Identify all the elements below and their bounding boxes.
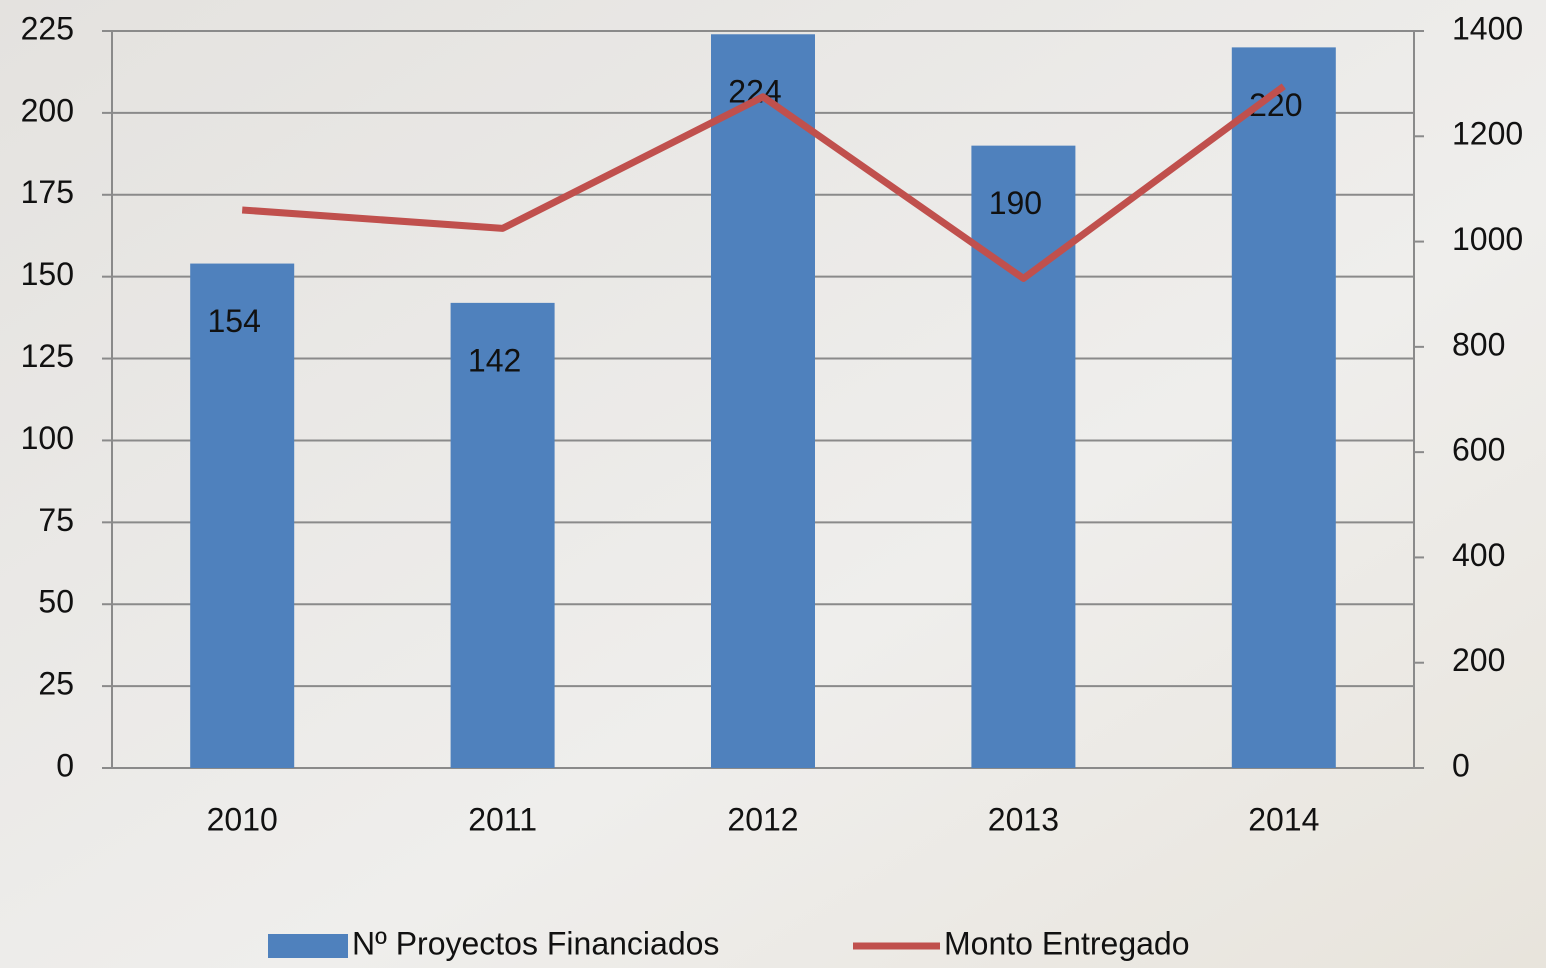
y2-tick-label: 0 bbox=[1452, 747, 1470, 783]
bar bbox=[190, 263, 295, 768]
y-tick-label: 0 bbox=[56, 747, 74, 783]
y-tick-label: 75 bbox=[38, 502, 74, 538]
data-label: 142 bbox=[468, 342, 521, 378]
y-tick-label: 200 bbox=[21, 92, 74, 128]
y-tick-label: 150 bbox=[21, 256, 74, 292]
bar bbox=[971, 145, 1076, 769]
legend-swatch bbox=[268, 934, 348, 958]
legend-label: Monto Entregado bbox=[944, 925, 1190, 961]
legend-label: Nº Proyectos Financiados bbox=[352, 925, 719, 961]
x-tick-label: 2013 bbox=[988, 801, 1059, 837]
y-tick-label: 50 bbox=[38, 584, 74, 620]
y2-tick-label: 1000 bbox=[1452, 221, 1523, 257]
x-tick-label: 2014 bbox=[1248, 801, 1319, 837]
y-tick-label: 100 bbox=[21, 420, 74, 456]
bar bbox=[1231, 47, 1336, 768]
y2-tick-label: 200 bbox=[1452, 642, 1505, 678]
y2-tick-label: 600 bbox=[1452, 432, 1505, 468]
line bbox=[241, 83, 1286, 282]
x-tick-label: 2010 bbox=[207, 801, 278, 837]
y-tick-label: 225 bbox=[21, 10, 74, 46]
y-tick-label: 125 bbox=[21, 338, 74, 374]
y2-tick-label: 1400 bbox=[1452, 10, 1523, 46]
data-label: 190 bbox=[989, 185, 1042, 221]
bar bbox=[450, 302, 555, 768]
x-tick-label: 2011 bbox=[468, 801, 537, 837]
bar bbox=[711, 34, 815, 768]
y-tick-label: 25 bbox=[38, 666, 74, 702]
y2-tick-label: 800 bbox=[1452, 326, 1505, 362]
y2-tick-label: 1200 bbox=[1452, 116, 1523, 152]
data-label: 154 bbox=[208, 303, 261, 339]
x-tick-label: 2012 bbox=[727, 801, 798, 837]
y2-tick-label: 400 bbox=[1452, 537, 1505, 573]
y-tick-label: 175 bbox=[21, 174, 74, 210]
